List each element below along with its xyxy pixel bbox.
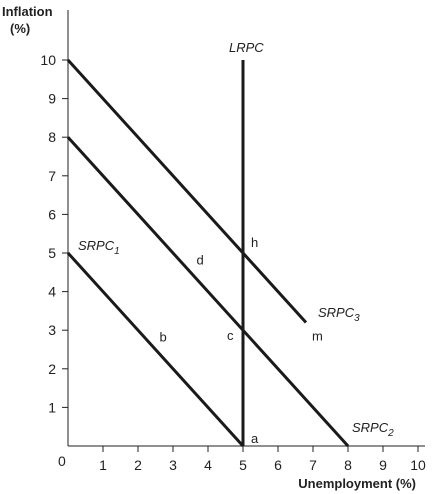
point-label-c: c (227, 328, 234, 343)
curve-srpc2 (66, 136, 350, 448)
point-label-m: m (312, 328, 323, 343)
y-axis-title-line2: (%) (10, 21, 30, 36)
x-tick-label: 4 (204, 457, 212, 473)
x-tick-label: 3 (169, 457, 177, 473)
x-tick-label: 5 (239, 457, 247, 473)
y-tick-label: 3 (48, 322, 56, 338)
curve-label-srpc3: SRPC3 (318, 305, 360, 324)
point-label-h: h (251, 235, 258, 250)
y-tick-label: 4 (48, 284, 56, 300)
curve-label-sub: 1 (114, 246, 120, 257)
y-tick-label: 2 (48, 361, 56, 377)
curve-label-sub: 2 (387, 428, 394, 439)
y-tick-label: 1 (48, 399, 56, 415)
curve-label-sub: 3 (354, 313, 360, 324)
origin-label: 0 (58, 453, 66, 469)
x-tick-label: 7 (309, 457, 317, 473)
x-tick-label: 8 (344, 457, 352, 473)
x-tick-label: 1 (99, 457, 107, 473)
curve-label-lrpc: LRPC (229, 40, 264, 55)
y-tick-label: 9 (48, 91, 56, 107)
x-tick-label: 10 (410, 457, 426, 473)
y-axis-title-line1: Inflation (2, 4, 53, 19)
y-tick-label: 5 (48, 245, 56, 261)
curve-label-main: SRPC (78, 238, 115, 253)
y-tick-label: 10 (40, 52, 56, 68)
x-tick-label: 2 (134, 457, 142, 473)
curve-label-main: LRPC (229, 40, 264, 55)
y-tick-label: 6 (48, 206, 56, 222)
point-label-d: d (197, 252, 204, 267)
curve-label-main: SRPC (318, 305, 355, 320)
curve-label-srpc1: SRPC1 (78, 238, 120, 257)
x-tick-label: 9 (379, 457, 387, 473)
x-axis-title: Unemployment (%) (298, 476, 416, 491)
curves (66, 58, 350, 448)
axes (67, 10, 425, 447)
y-tick-label: 7 (48, 168, 56, 184)
curve-label-main: SRPC (352, 420, 389, 435)
point-label-b: b (160, 330, 167, 345)
point-label-a: a (251, 431, 259, 446)
x-tick-label: 6 (274, 457, 282, 473)
curve-srpc3 (66, 58, 308, 324)
y-tick-label: 8 (48, 129, 56, 145)
curve-srpc1 (66, 251, 245, 448)
curve-label-srpc2: SRPC2 (352, 420, 394, 439)
